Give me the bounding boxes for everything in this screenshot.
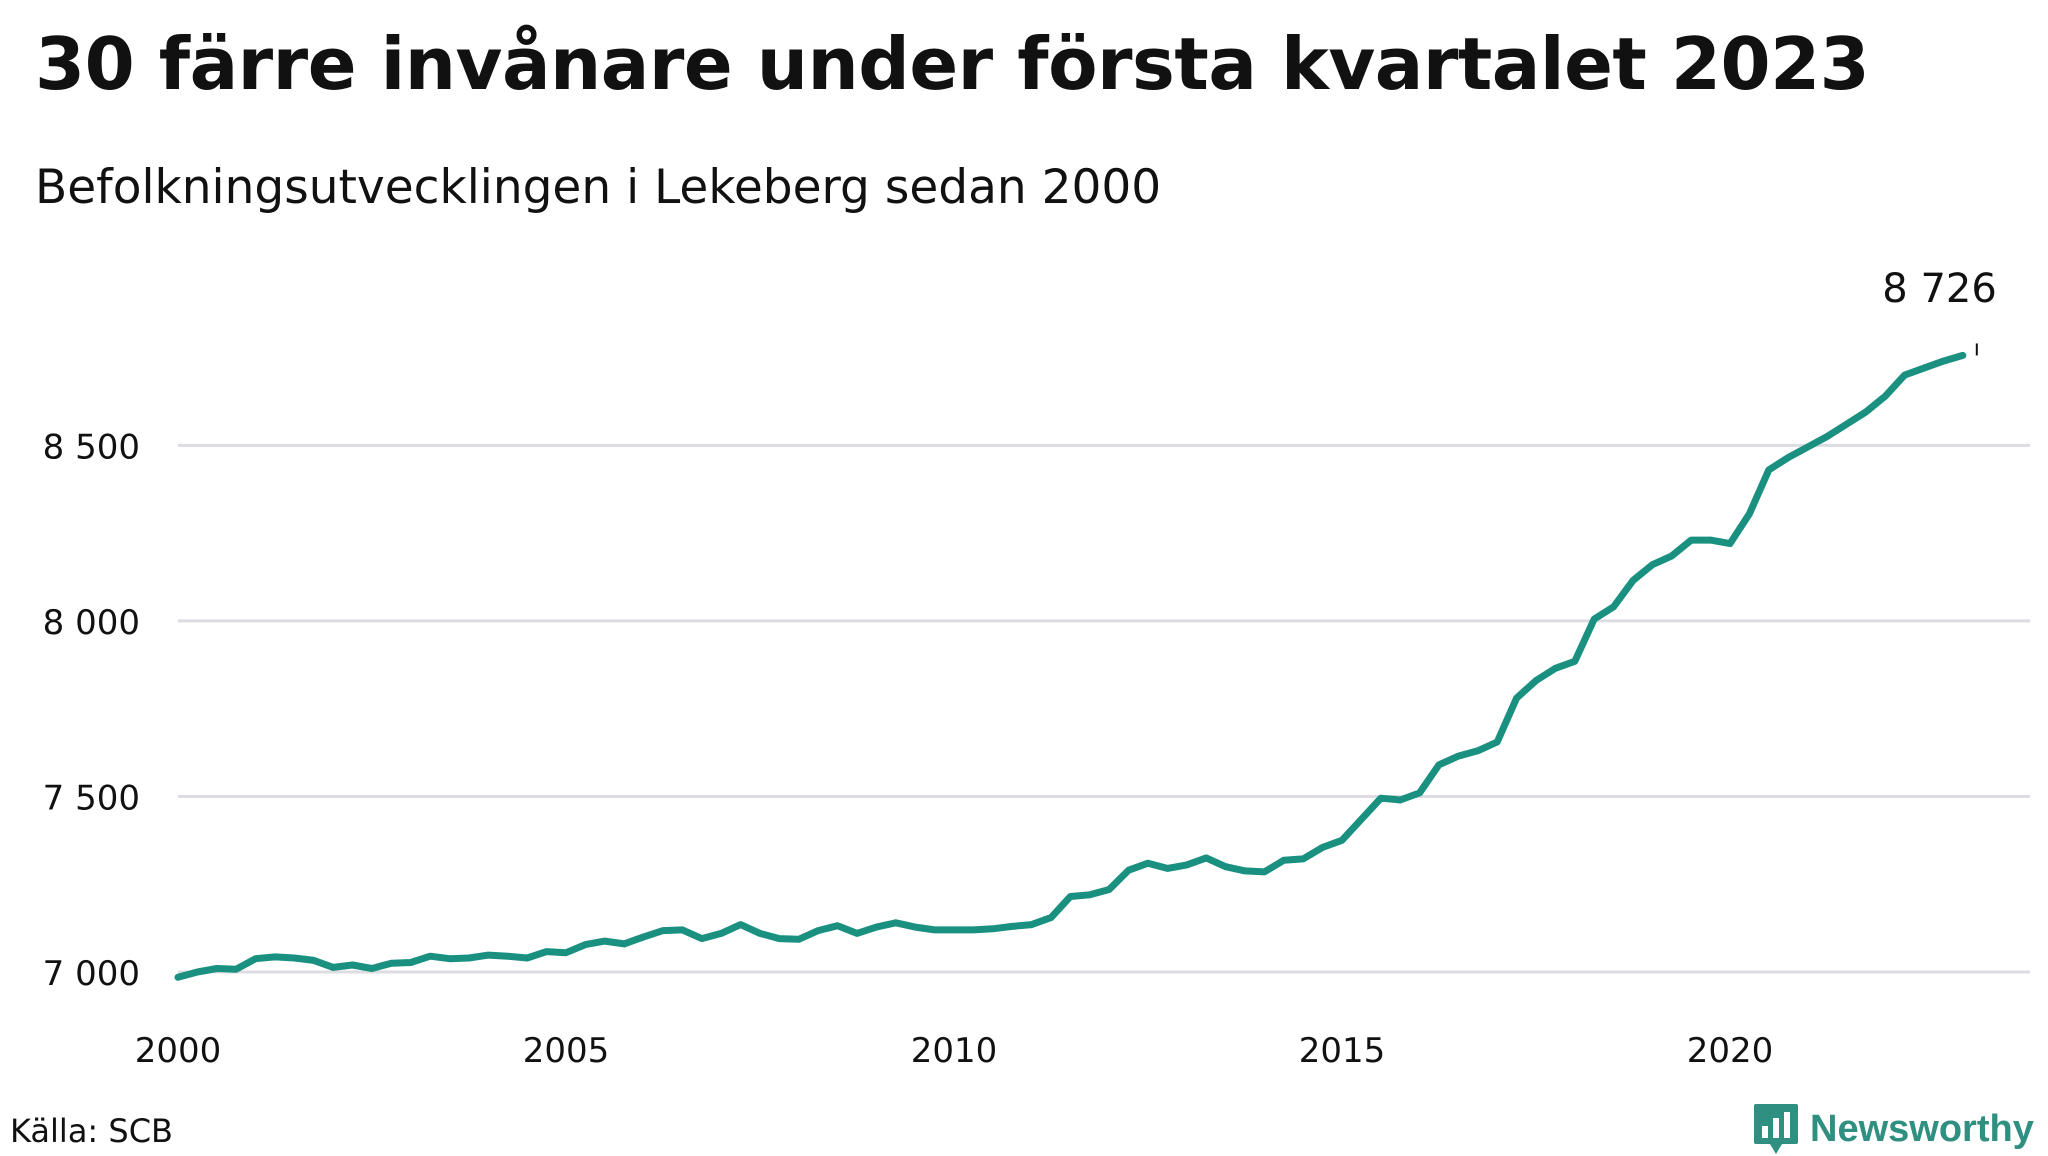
grid-layer bbox=[178, 443, 2030, 974]
source-note: Källa: SCB bbox=[10, 1112, 173, 1150]
x-tick-label: 2020 bbox=[1687, 1031, 1774, 1071]
x-tick-label: 2015 bbox=[1299, 1031, 1386, 1071]
x-tick-label: 2000 bbox=[135, 1031, 222, 1071]
y-tick-label: 8 000 bbox=[43, 603, 140, 643]
chart-title: 30 färre invånare under första kvartalet… bbox=[35, 22, 1870, 106]
annotation-layer: 8 726 bbox=[1882, 266, 1997, 356]
x-axis: 2000 2005 2010 2015 2020 bbox=[135, 1031, 1774, 1071]
brand-name: Newsworthy bbox=[1810, 1107, 2034, 1150]
last-value-label: 8 726 bbox=[1882, 266, 1997, 312]
y-tick-label: 7 500 bbox=[43, 778, 140, 818]
line-chart: 7 000 7 500 8 000 8 500 2000 2005 2010 2015 202… bbox=[43, 266, 2030, 1071]
x-tick-label: 2010 bbox=[911, 1031, 998, 1071]
chart-subtitle: Befolkningsutvecklingen i Lekeberg sedan… bbox=[35, 160, 1162, 215]
y-tick-label: 8 500 bbox=[43, 427, 140, 467]
series-layer bbox=[174, 351, 1967, 981]
y-tick-label: 7 000 bbox=[43, 954, 140, 994]
x-tick-label: 2005 bbox=[523, 1031, 610, 1071]
y-axis: 7 000 7 500 8 000 8 500 bbox=[43, 427, 140, 994]
brand-logo[interactable]: Newsworthy bbox=[1752, 1102, 2034, 1156]
series-line-0 bbox=[174, 351, 1967, 981]
bar-chart-speech-bubble-icon bbox=[1754, 1104, 1798, 1154]
